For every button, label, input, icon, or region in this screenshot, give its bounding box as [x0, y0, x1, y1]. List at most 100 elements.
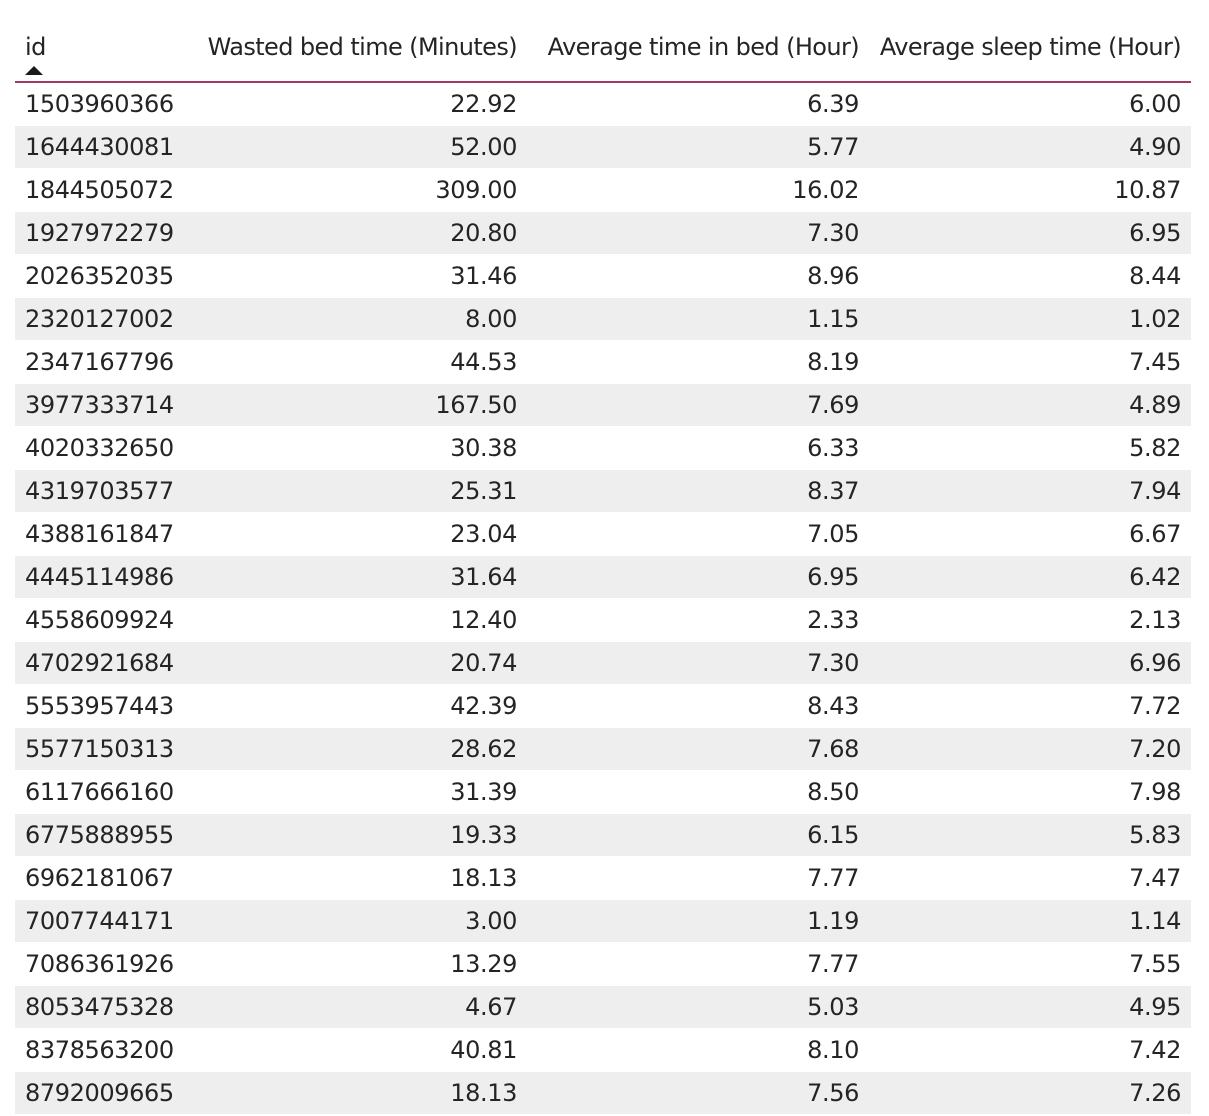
table-row[interactable]: 2347167796 44.53 8.19 7.45 — [15, 340, 1191, 384]
cell-id: 2347167796 — [15, 340, 185, 384]
cell-wasted-bed-time: 31.39 — [185, 770, 527, 814]
table-row[interactable]: 4702921684 20.74 7.30 6.96 — [15, 641, 1191, 685]
table-row[interactable]: 6775888955 19.33 6.15 5.83 — [15, 813, 1191, 857]
cell-average-time-in-bed: 16.02 — [527, 168, 869, 212]
cell-average-sleep-time: 7.42 — [869, 1028, 1191, 1072]
cell-average-time-in-bed: 8.50 — [527, 770, 869, 814]
table-row[interactable]: 8053475328 4.67 5.03 4.95 — [15, 985, 1191, 1029]
cell-average-sleep-time: 7.26 — [869, 1071, 1191, 1115]
column-header-average-time-in-bed[interactable]: Average time in bed (Hour) — [527, 22, 869, 83]
cell-wasted-bed-time: 19.33 — [185, 813, 527, 857]
table-row[interactable]: 1844505072 309.00 16.02 10.87 — [15, 168, 1191, 212]
cell-average-sleep-time: 6.67 — [869, 512, 1191, 556]
cell-average-time-in-bed: 5.03 — [527, 985, 869, 1029]
cell-wasted-bed-time: 8.00 — [185, 297, 527, 341]
cell-average-sleep-time: 5.83 — [869, 813, 1191, 857]
cell-average-sleep-time: 4.95 — [869, 985, 1191, 1029]
cell-average-time-in-bed: 8.37 — [527, 469, 869, 513]
cell-average-sleep-time: 7.98 — [869, 770, 1191, 814]
cell-wasted-bed-time: 42.39 — [185, 684, 527, 728]
cell-wasted-bed-time: 20.74 — [185, 641, 527, 685]
table-row[interactable]: 8378563200 40.81 8.10 7.42 — [15, 1028, 1191, 1072]
table-row[interactable]: 2026352035 31.46 8.96 8.44 — [15, 254, 1191, 298]
cell-wasted-bed-time: 23.04 — [185, 512, 527, 556]
cell-average-sleep-time: 1.02 — [869, 297, 1191, 341]
table-row[interactable]: 6117666160 31.39 8.50 7.98 — [15, 770, 1191, 814]
column-header-label: Wasted bed time (Minutes) — [207, 33, 518, 61]
table-row[interactable]: 4319703577 25.31 8.37 7.94 — [15, 469, 1191, 513]
table-row[interactable]: 4388161847 23.04 7.05 6.67 — [15, 512, 1191, 556]
table-row[interactable]: 1503960366 22.92 6.39 6.00 — [15, 82, 1191, 126]
table-row[interactable]: 2320127002 8.00 1.15 1.02 — [15, 297, 1191, 341]
table-row[interactable]: 3977333714 167.50 7.69 4.89 — [15, 383, 1191, 427]
cell-average-time-in-bed: 8.43 — [527, 684, 869, 728]
column-header-label: Average time in bed (Hour) — [547, 33, 860, 61]
table-row[interactable]: 4020332650 30.38 6.33 5.82 — [15, 426, 1191, 470]
cell-wasted-bed-time: 31.46 — [185, 254, 527, 298]
cell-average-time-in-bed: 7.68 — [527, 727, 869, 771]
cell-average-sleep-time: 7.45 — [869, 340, 1191, 384]
cell-average-sleep-time: 7.47 — [869, 856, 1191, 900]
table-row[interactable]: 6962181067 18.13 7.77 7.47 — [15, 856, 1191, 900]
cell-average-sleep-time: 4.89 — [869, 383, 1191, 427]
cell-id: 5577150313 — [15, 727, 185, 771]
cell-id: 8378563200 — [15, 1028, 185, 1072]
table-row[interactable]: 7007744171 3.00 1.19 1.14 — [15, 899, 1191, 943]
cell-wasted-bed-time: 40.81 — [185, 1028, 527, 1072]
table-row[interactable]: 4445114986 31.64 6.95 6.42 — [15, 555, 1191, 599]
table-row[interactable]: 7086361926 13.29 7.77 7.55 — [15, 942, 1191, 986]
cell-id: 7086361926 — [15, 942, 185, 986]
cell-average-time-in-bed: 6.15 — [527, 813, 869, 857]
cell-average-sleep-time: 6.00 — [869, 82, 1191, 126]
cell-average-time-in-bed: 1.19 — [527, 899, 869, 943]
cell-wasted-bed-time: 4.67 — [185, 985, 527, 1029]
column-header-label: Average sleep time (Hour) — [879, 33, 1182, 61]
cell-average-time-in-bed: 5.77 — [527, 125, 869, 169]
cell-wasted-bed-time: 167.50 — [185, 383, 527, 427]
cell-wasted-bed-time: 18.13 — [185, 856, 527, 900]
cell-average-time-in-bed: 7.77 — [527, 942, 869, 986]
cell-wasted-bed-time: 30.38 — [185, 426, 527, 470]
cell-id: 4445114986 — [15, 555, 185, 599]
table-row[interactable]: 1644430081 52.00 5.77 4.90 — [15, 125, 1191, 169]
cell-wasted-bed-time: 31.64 — [185, 555, 527, 599]
cell-average-sleep-time: 8.44 — [869, 254, 1191, 298]
cell-average-sleep-time: 6.95 — [869, 211, 1191, 255]
cell-average-time-in-bed: 7.05 — [527, 512, 869, 556]
cell-average-sleep-time: 6.42 — [869, 555, 1191, 599]
cell-id: 4319703577 — [15, 469, 185, 513]
cell-average-sleep-time: 7.72 — [869, 684, 1191, 728]
cell-average-time-in-bed: 1.15 — [527, 297, 869, 341]
cell-average-time-in-bed: 7.30 — [527, 211, 869, 255]
cell-average-sleep-time: 7.55 — [869, 942, 1191, 986]
table-row[interactable]: 4558609924 12.40 2.33 2.13 — [15, 598, 1191, 642]
column-header-wasted-bed-time[interactable]: Wasted bed time (Minutes) — [185, 22, 527, 83]
column-header-id[interactable]: id — [15, 22, 185, 83]
cell-wasted-bed-time: 12.40 — [185, 598, 527, 642]
sleep-table-visual: id Wasted bed time (Minutes) Average tim… — [15, 22, 1191, 1115]
table-row[interactable]: 5553957443 42.39 8.43 7.72 — [15, 684, 1191, 728]
cell-id: 4558609924 — [15, 598, 185, 642]
table-row[interactable]: 8792009665 18.13 7.56 7.26 — [15, 1071, 1191, 1115]
sort-ascending-icon — [25, 66, 43, 75]
cell-id: 1503960366 — [15, 82, 185, 126]
cell-average-time-in-bed: 8.19 — [527, 340, 869, 384]
cell-average-time-in-bed: 6.95 — [527, 555, 869, 599]
table-row[interactable]: 1927972279 20.80 7.30 6.95 — [15, 211, 1191, 255]
cell-id: 2320127002 — [15, 297, 185, 341]
cell-average-time-in-bed: 7.56 — [527, 1071, 869, 1115]
cell-average-sleep-time: 7.94 — [869, 469, 1191, 513]
cell-id: 8053475328 — [15, 985, 185, 1029]
cell-average-sleep-time: 7.20 — [869, 727, 1191, 771]
cell-average-sleep-time: 1.14 — [869, 899, 1191, 943]
table-row[interactable]: 5577150313 28.62 7.68 7.20 — [15, 727, 1191, 771]
column-header-average-sleep-time[interactable]: Average sleep time (Hour) — [869, 22, 1191, 83]
cell-average-time-in-bed: 8.10 — [527, 1028, 869, 1072]
cell-average-time-in-bed: 6.33 — [527, 426, 869, 470]
cell-id: 4388161847 — [15, 512, 185, 556]
cell-average-sleep-time: 10.87 — [869, 168, 1191, 212]
cell-wasted-bed-time: 18.13 — [185, 1071, 527, 1115]
cell-average-sleep-time: 4.90 — [869, 125, 1191, 169]
cell-id: 3977333714 — [15, 383, 185, 427]
cell-wasted-bed-time: 3.00 — [185, 899, 527, 943]
